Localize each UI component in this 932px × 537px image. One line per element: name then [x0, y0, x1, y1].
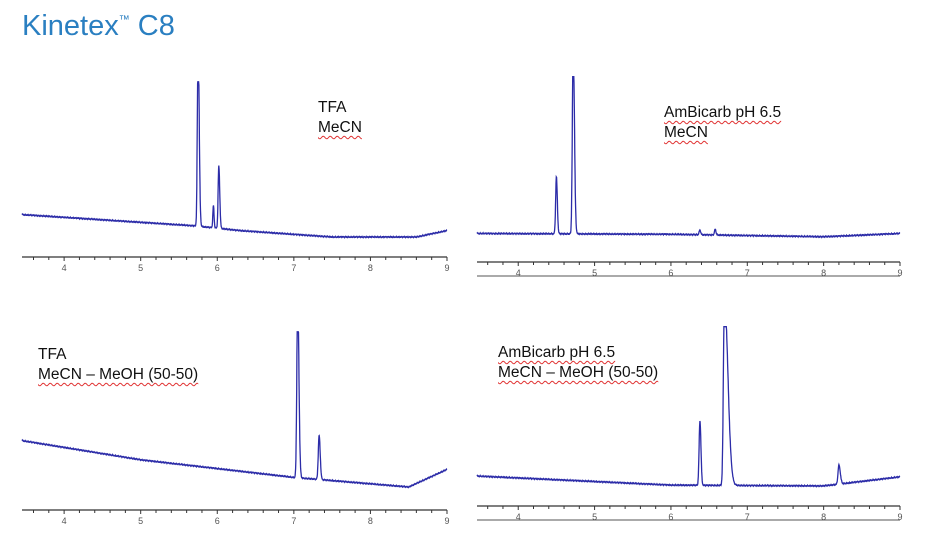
x-tick-label: 6: [668, 512, 673, 522]
x-tick-label: 7: [291, 263, 296, 273]
panel-2-solvent-label: MeCN: [664, 124, 708, 141]
page-title: Kinetex™ C8: [22, 10, 175, 43]
x-tick-label: 8: [821, 268, 826, 278]
panel-4-trace: [476, 326, 901, 488]
trademark-symbol: ™: [118, 14, 130, 26]
title-text: Kinetex: [22, 10, 119, 42]
x-tick-label: 7: [291, 516, 296, 526]
x-tick-label: 4: [62, 263, 67, 273]
panel-4-solvent-label: MeCN – MeOH (50-50): [498, 364, 659, 381]
x-tick-label: 7: [745, 268, 750, 278]
panel-3-labels: TFA MeCN – MeOH (50-50): [38, 345, 198, 385]
x-tick-label: 5: [592, 512, 597, 522]
x-tick-label: 5: [592, 268, 597, 278]
x-tick-label: 8: [821, 512, 826, 522]
panel-3-additive-label: TFA: [38, 346, 67, 363]
panel-3-trace: [21, 331, 448, 489]
panel-1-solvent-label: MeCN: [318, 119, 362, 136]
x-tick-label: 7: [745, 512, 750, 522]
panel-2-labels: AmBicarb pH 6.5 MeCN: [664, 103, 781, 143]
panel-1-additive-label: TFA: [318, 99, 347, 116]
x-tick-label: 9: [897, 268, 902, 278]
x-tick-label: 9: [897, 512, 902, 522]
x-tick-label: 9: [444, 263, 449, 273]
x-tick-label: 4: [516, 268, 521, 278]
x-tick-label: 6: [215, 516, 220, 526]
x-tick-label: 8: [368, 516, 373, 526]
x-tick-label: 8: [368, 263, 373, 273]
panel-3-solvent-label: MeCN – MeOH (50-50): [38, 366, 199, 383]
panel-1-labels: TFA MeCN: [318, 98, 362, 138]
panel-4-additive-label: AmBicarb pH 6.5: [498, 344, 616, 361]
x-tick-label: 6: [215, 263, 220, 273]
x-tick-label: 5: [138, 263, 143, 273]
panel-1-trace: [21, 81, 448, 239]
x-tick-label: 4: [516, 512, 521, 522]
title-suffix: C8: [129, 10, 175, 42]
x-tick-label: 4: [62, 516, 67, 526]
x-tick-label: 9: [444, 516, 449, 526]
x-tick-label: 5: [138, 516, 143, 526]
panel-2-additive-label: AmBicarb pH 6.5: [664, 104, 782, 121]
x-tick-label: 6: [668, 268, 673, 278]
panel-4-labels: AmBicarb pH 6.5 MeCN – MeOH (50-50): [498, 343, 658, 383]
panel-2-trace: [476, 76, 901, 239]
